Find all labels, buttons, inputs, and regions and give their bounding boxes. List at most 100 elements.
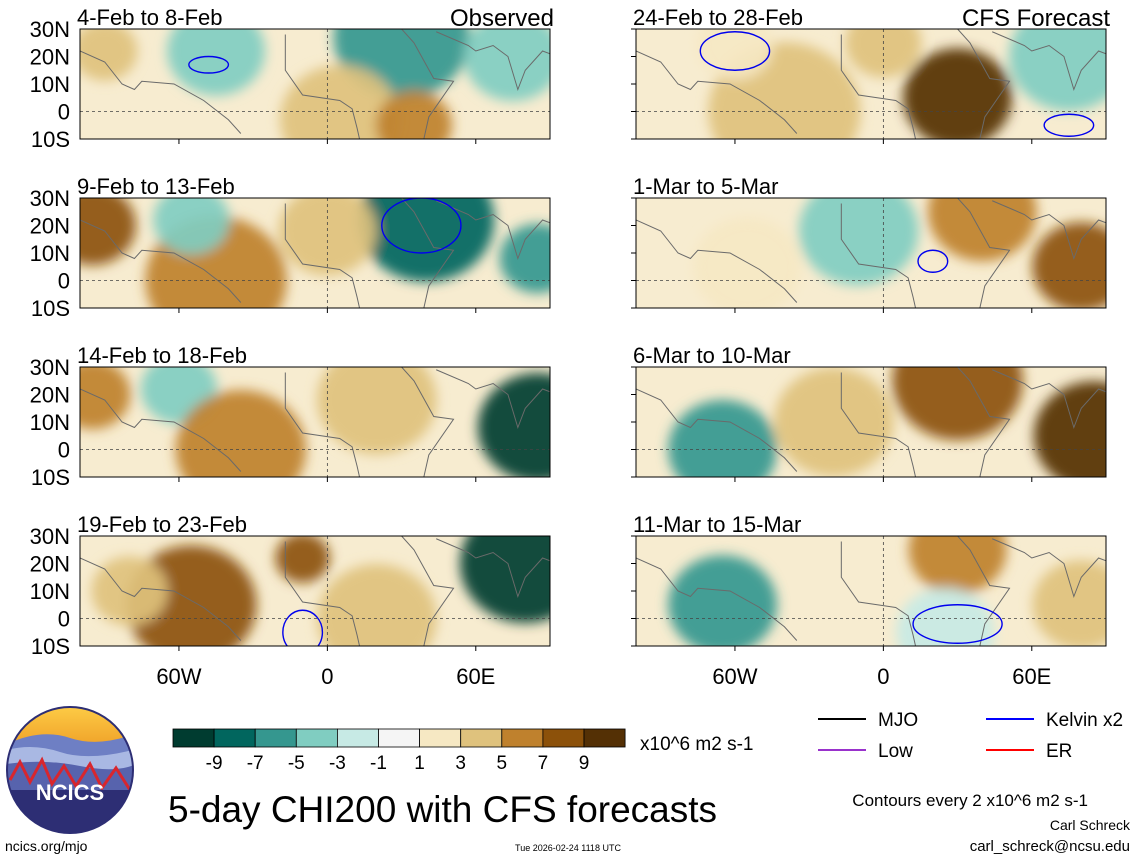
y-tick-label: 20N	[30, 383, 70, 408]
anomaly-cell	[463, 29, 550, 102]
coastlines	[636, 198, 1106, 308]
coast-arabia-india	[992, 200, 1106, 261]
panel-frame	[79, 535, 551, 647]
anomaly-cell	[477, 373, 550, 477]
x-tick-label: 60E	[1012, 664, 1051, 689]
coast-arabia-india	[992, 538, 1106, 599]
anomaly-field	[80, 198, 550, 308]
colorbar-swatch	[213, 728, 256, 748]
x-tick-label: 60E	[456, 664, 495, 689]
anomaly-cell	[1032, 560, 1106, 646]
panel-6: 1-Mar to 5-Mar	[631, 174, 1107, 313]
kelvin-contour	[188, 55, 230, 74]
coast-americas	[636, 388, 798, 472]
coast-arabia-india	[436, 369, 550, 430]
colorbar-swatch	[501, 728, 544, 748]
anomaly-cell	[316, 564, 437, 646]
panel-period-label: 19-Feb to 23-Feb	[77, 512, 247, 537]
coast-americas	[80, 388, 242, 472]
colorbar-tick-label: 7	[538, 753, 549, 774]
panel-period-label: 1-Mar to 5-Mar	[633, 174, 778, 199]
x-tick-label: 0	[877, 664, 889, 689]
anomaly-cell	[1033, 381, 1106, 477]
legend-label: MJO	[878, 710, 918, 731]
y-tick-label: 20N	[30, 552, 70, 577]
colorbar-tick-label: -7	[247, 753, 264, 774]
anomaly-cell	[668, 555, 777, 646]
coast-americas	[80, 557, 242, 641]
y-tick-label: 10S	[31, 634, 70, 659]
anomaly-cell	[459, 536, 550, 623]
kelvin-contour	[282, 609, 324, 646]
anomaly-cell	[316, 367, 437, 455]
anomaly-cell	[1009, 29, 1106, 111]
kelvin-contour	[917, 249, 949, 273]
y-tick-label: 10N	[30, 241, 70, 266]
coast-east-africa	[957, 198, 1011, 308]
anomaly-cell	[896, 587, 995, 646]
coast-americas	[80, 219, 242, 303]
panel-period-label: 6-Mar to 10-Mar	[633, 343, 791, 368]
colorbar-tick-label: 3	[455, 753, 466, 774]
colorbar-swatch	[378, 728, 420, 748]
y-tick-label: 30N	[30, 17, 70, 42]
colorbar-tick-label: 5	[497, 753, 508, 774]
anomaly-cell	[903, 48, 1012, 139]
contours-note: Contours every 2 x10^6 m2 s-1	[852, 791, 1088, 810]
colorbar-tick-label: 1	[414, 753, 425, 774]
y-tick-label: 0	[58, 438, 70, 463]
anomaly-cell	[774, 367, 894, 477]
y-tick-label: 0	[58, 607, 70, 632]
coast-east-africa	[957, 536, 1011, 646]
y-tick-label: 10N	[30, 579, 70, 604]
ncics-logo: NCICS	[6, 706, 134, 834]
kelvin-contour	[699, 31, 771, 71]
anomaly-cell	[692, 217, 802, 308]
anomaly-cell	[668, 400, 777, 477]
y-tick-label: 30N	[30, 186, 70, 211]
legend-label: Low	[878, 741, 913, 762]
coast-east-africa	[401, 536, 455, 646]
y-tick-label: 0	[58, 269, 70, 294]
forecast-column-label: CFS Forecast	[962, 5, 1110, 32]
anomaly-cell	[175, 390, 307, 477]
colorbar-tick-label: -9	[206, 753, 223, 774]
coast-west-africa	[840, 34, 917, 139]
coast-west-africa	[284, 372, 361, 477]
panel-period-label: 11-Mar to 15-Mar	[633, 512, 801, 537]
coast-arabia-india	[992, 369, 1106, 430]
anomaly-cell	[927, 198, 1037, 262]
anomaly-cell	[798, 198, 919, 286]
coast-americas	[636, 50, 798, 134]
coastlines	[80, 367, 550, 477]
colorbar-tick-label: -3	[329, 753, 346, 774]
anomaly-cell	[167, 29, 266, 96]
panel-period-label: 14-Feb to 18-Feb	[77, 343, 247, 368]
panel-period-label: 24-Feb to 28-Feb	[633, 5, 803, 30]
anomaly-cell	[91, 556, 168, 626]
colorbar-swatch	[295, 728, 338, 748]
coast-west-africa	[284, 34, 361, 139]
legend-label: Kelvin x2	[1046, 710, 1123, 731]
site-url: ncics.org/mjo	[5, 838, 88, 854]
anomaly-cell	[153, 198, 230, 255]
anomaly-cell	[80, 198, 136, 266]
anomaly-field	[80, 536, 550, 646]
panel-period-label: 9-Feb to 13-Feb	[77, 174, 235, 199]
anomaly-cell	[358, 198, 495, 282]
panel-frame	[79, 366, 551, 478]
panel-8: 11-Mar to 15-Mar	[631, 512, 1107, 651]
coast-americas	[636, 219, 798, 303]
coast-americas	[636, 557, 798, 641]
anomaly-cell	[375, 90, 453, 139]
coast-americas	[80, 50, 242, 134]
coast-east-africa	[401, 29, 455, 139]
x-tick-label: 60W	[712, 664, 757, 689]
legend-label: ER	[1046, 741, 1072, 762]
y-tick-label: 10S	[31, 296, 70, 321]
